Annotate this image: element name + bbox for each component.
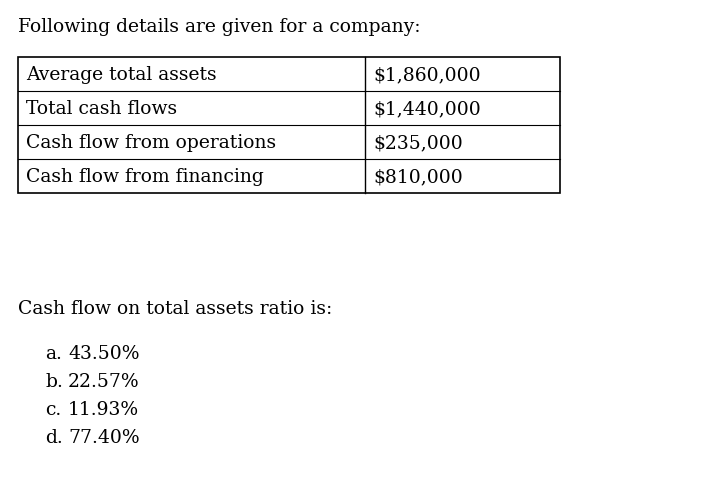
Text: c.: c. (45, 400, 61, 418)
Text: 11.93%: 11.93% (68, 400, 139, 418)
Text: Cash flow on total assets ratio is:: Cash flow on total assets ratio is: (18, 299, 332, 317)
Text: $810,000: $810,000 (373, 168, 463, 185)
Text: a.: a. (45, 345, 62, 362)
Text: Following details are given for a company:: Following details are given for a compan… (18, 18, 421, 36)
Text: $1,860,000: $1,860,000 (373, 66, 480, 84)
Text: Average total assets: Average total assets (26, 66, 216, 84)
Text: 43.50%: 43.50% (68, 345, 139, 362)
Text: Cash flow from operations: Cash flow from operations (26, 134, 276, 152)
Text: Total cash flows: Total cash flows (26, 100, 177, 118)
Text: $1,440,000: $1,440,000 (373, 100, 481, 118)
Text: Cash flow from financing: Cash flow from financing (26, 168, 264, 185)
Text: $235,000: $235,000 (373, 134, 463, 152)
Text: b.: b. (45, 372, 63, 390)
Text: 77.40%: 77.40% (68, 428, 139, 446)
Text: 22.57%: 22.57% (68, 372, 139, 390)
Bar (18, 58, 560, 194)
Text: d.: d. (45, 428, 63, 446)
